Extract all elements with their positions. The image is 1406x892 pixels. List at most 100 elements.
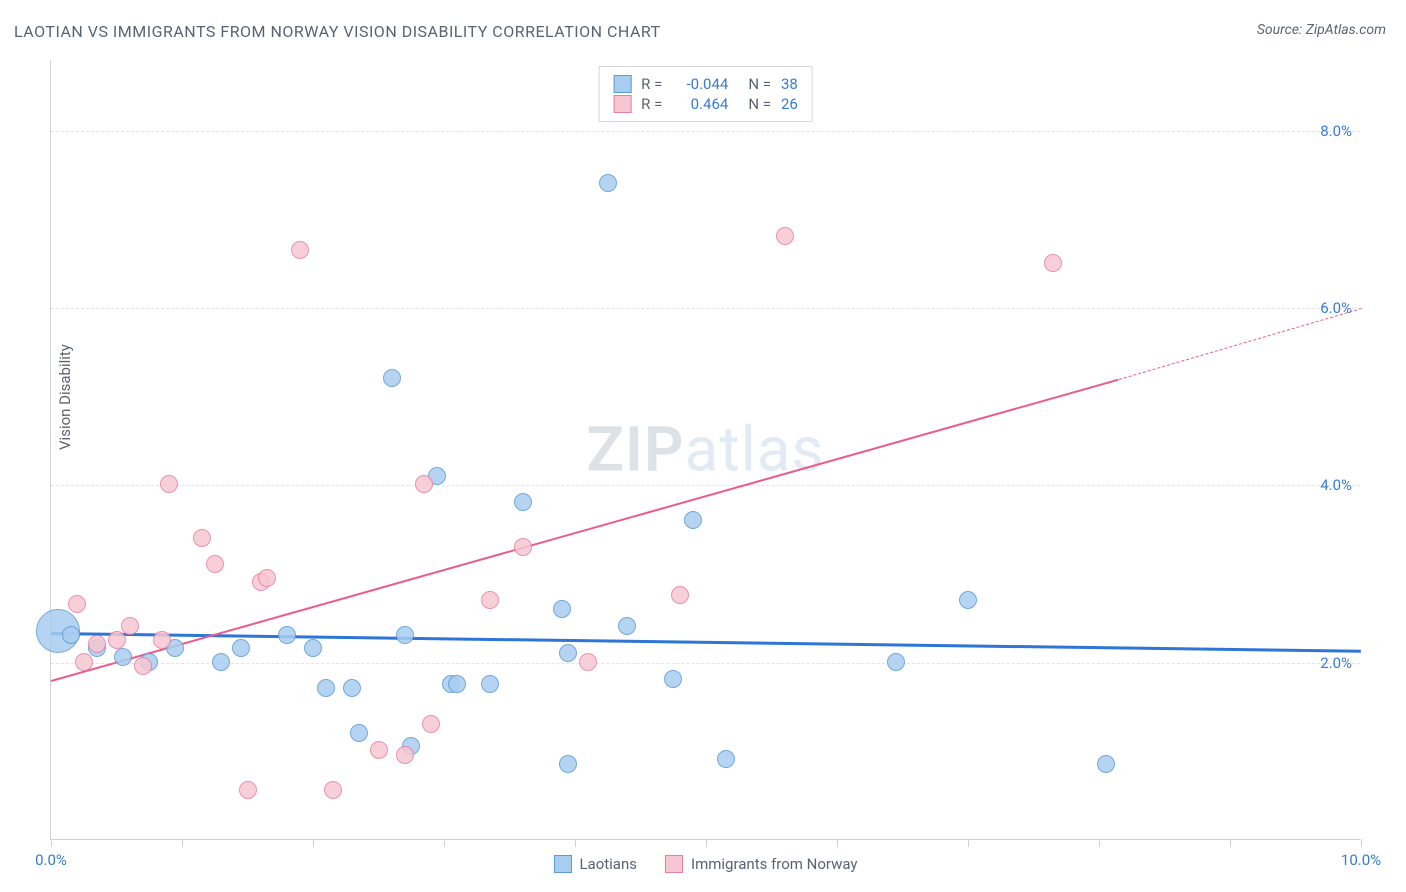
data-point [396, 626, 414, 644]
data-point [553, 600, 571, 618]
data-point [206, 555, 224, 573]
data-point [559, 644, 577, 662]
data-point [776, 227, 794, 245]
x-tick [575, 839, 576, 847]
data-point [350, 724, 368, 742]
legend-item: Immigrants from Norway [665, 855, 858, 873]
data-point [514, 538, 532, 556]
legend-swatch [613, 75, 631, 93]
data-point [278, 626, 296, 644]
x-tick [1361, 839, 1362, 847]
stat-n-label: N = [748, 95, 771, 113]
stat-n-value: 38 [781, 75, 798, 93]
data-point [1044, 254, 1062, 272]
watermark-light: atlas [685, 413, 825, 486]
y-axis-label: Vision Disability [56, 344, 74, 450]
data-point [959, 591, 977, 609]
data-point [684, 511, 702, 529]
data-point [717, 750, 735, 768]
source-prefix: Source: [1257, 22, 1306, 38]
x-tick [706, 839, 707, 847]
data-point [258, 569, 276, 587]
legend-swatch [613, 95, 631, 113]
data-point [370, 741, 388, 759]
data-point [481, 675, 499, 693]
correlation-stats-box: R = -0.044 N = 38 R = 0.464 N = 26 [598, 66, 813, 122]
data-point [121, 617, 139, 635]
data-point [291, 241, 309, 259]
data-point [599, 174, 617, 192]
data-point [114, 648, 132, 666]
chart-title: LAOTIAN VS IMMIGRANTS FROM NORWAY VISION… [14, 22, 661, 41]
source-name: ZipAtlas.com [1306, 22, 1386, 38]
data-point [1097, 755, 1115, 773]
x-tick-label: 10.0% [1341, 851, 1381, 869]
gridline [51, 308, 1360, 309]
source-attribution: Source: ZipAtlas.com [1257, 22, 1386, 38]
data-point [75, 653, 93, 671]
data-point [62, 626, 80, 644]
data-point [212, 653, 230, 671]
x-tick [444, 839, 445, 847]
legend-item: Laotians [553, 855, 637, 873]
plot-area: Vision Disability ZIPatlas R = -0.044 N = 3… [50, 60, 1360, 840]
watermark: ZIPatlas [587, 413, 825, 486]
stat-n-label: N = [748, 75, 771, 93]
data-point [671, 586, 689, 604]
legend: Laotians Immigrants from Norway [553, 855, 857, 873]
legend-swatch [665, 855, 683, 873]
x-tick [51, 839, 52, 847]
gridline [51, 131, 1360, 132]
x-tick [968, 839, 969, 847]
stat-r-label: R = [641, 75, 662, 93]
x-tick [182, 839, 183, 847]
gridline [51, 663, 1360, 664]
data-point [160, 475, 178, 493]
data-point [618, 617, 636, 635]
x-tick-label: 0.0% [35, 851, 67, 869]
data-point [134, 657, 152, 675]
y-tick-label: 2.0% [1320, 654, 1352, 672]
data-point [68, 595, 86, 613]
x-tick [313, 839, 314, 847]
data-point [415, 475, 433, 493]
data-point [153, 631, 171, 649]
data-point [887, 653, 905, 671]
x-tick [837, 839, 838, 847]
data-point [559, 755, 577, 773]
stat-r-value: 0.464 [672, 95, 728, 113]
data-point [343, 679, 361, 697]
data-point [324, 781, 342, 799]
trend-line [1119, 308, 1362, 380]
data-point [108, 631, 126, 649]
data-point [317, 679, 335, 697]
data-point [88, 635, 106, 653]
data-point [664, 670, 682, 688]
data-point [232, 639, 250, 657]
stat-n-value: 26 [781, 95, 798, 113]
data-point [304, 639, 322, 657]
legend-label: Immigrants from Norway [691, 855, 858, 873]
data-point [579, 653, 597, 671]
x-tick [1099, 839, 1100, 847]
data-point [422, 715, 440, 733]
gridline [51, 485, 1360, 486]
y-tick-label: 4.0% [1320, 476, 1352, 494]
legend-label: Laotians [579, 855, 637, 873]
data-point [514, 493, 532, 511]
stat-r-value: -0.044 [672, 75, 728, 93]
data-point [193, 529, 211, 547]
stat-r-label: R = [641, 95, 662, 113]
data-point [481, 591, 499, 609]
data-point [396, 746, 414, 764]
legend-swatch [553, 855, 571, 873]
data-point [448, 675, 466, 693]
data-point [383, 369, 401, 387]
stats-row: R = 0.464 N = 26 [613, 95, 798, 113]
x-tick [1230, 839, 1231, 847]
data-point [239, 781, 257, 799]
y-tick-label: 8.0% [1320, 122, 1352, 140]
watermark-bold: ZIP [587, 413, 685, 486]
stats-row: R = -0.044 N = 38 [613, 75, 798, 93]
chart-container: LAOTIAN VS IMMIGRANTS FROM NORWAY VISION… [0, 0, 1406, 892]
